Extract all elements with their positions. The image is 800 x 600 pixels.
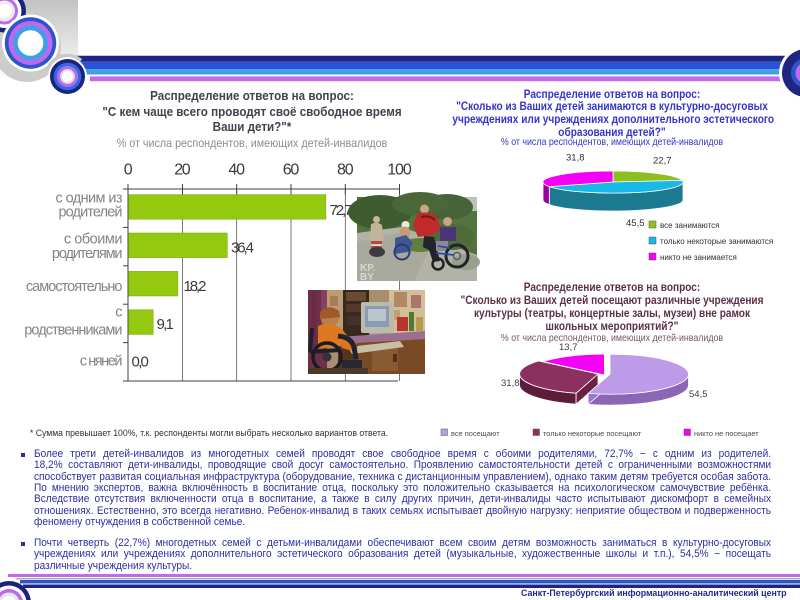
svg-text:с одним из: с одним из bbox=[56, 191, 123, 207]
svg-text:13,7: 13,7 bbox=[559, 342, 578, 353]
svg-text:54,5: 54,5 bbox=[689, 389, 708, 400]
svg-text:только некоторые посещают: только некоторые посещают bbox=[543, 429, 642, 438]
svg-text:0,0: 0,0 bbox=[132, 354, 149, 371]
svg-text:с: с bbox=[115, 305, 122, 321]
svg-text:никто не занимается: никто не занимается bbox=[660, 253, 737, 262]
svg-text:родственниками: родственниками bbox=[24, 323, 122, 339]
svg-text:18,2: 18,2 bbox=[184, 278, 207, 295]
svg-text:31,8: 31,8 bbox=[566, 153, 585, 164]
svg-text:только некоторые занимаются: только некоторые занимаются bbox=[660, 237, 773, 246]
svg-text:9,1: 9,1 bbox=[157, 316, 174, 333]
svg-text:72,7: 72,7 bbox=[330, 202, 353, 219]
svg-text:20: 20 bbox=[174, 162, 190, 179]
svg-text:родителями: родителями bbox=[52, 246, 123, 262]
svg-text:60: 60 bbox=[283, 162, 300, 179]
svg-text:все занимаются: все занимаются bbox=[660, 221, 720, 230]
svg-text:никто не посещает: никто не посещает bbox=[694, 429, 759, 438]
svg-text:с няней: с няней bbox=[80, 354, 123, 370]
svg-text:45,5: 45,5 bbox=[626, 218, 645, 229]
svg-text:с обоими: с обоими bbox=[64, 232, 123, 248]
svg-text:80: 80 bbox=[337, 162, 354, 179]
svg-text:0: 0 bbox=[124, 162, 133, 179]
svg-text:самостоятельно: самостоятельно bbox=[26, 279, 123, 295]
svg-text:все посещают: все посещают bbox=[451, 429, 500, 438]
svg-text:BY: BY bbox=[360, 272, 374, 283]
svg-text:31,8: 31,8 bbox=[501, 378, 520, 389]
svg-text:родителей: родителей bbox=[59, 205, 123, 221]
svg-text:22,7: 22,7 bbox=[653, 156, 672, 167]
svg-text:KP.: KP. bbox=[360, 263, 376, 274]
svg-text:100: 100 bbox=[387, 162, 412, 179]
svg-text:36,4: 36,4 bbox=[231, 240, 254, 257]
svg-text:40: 40 bbox=[228, 162, 245, 179]
